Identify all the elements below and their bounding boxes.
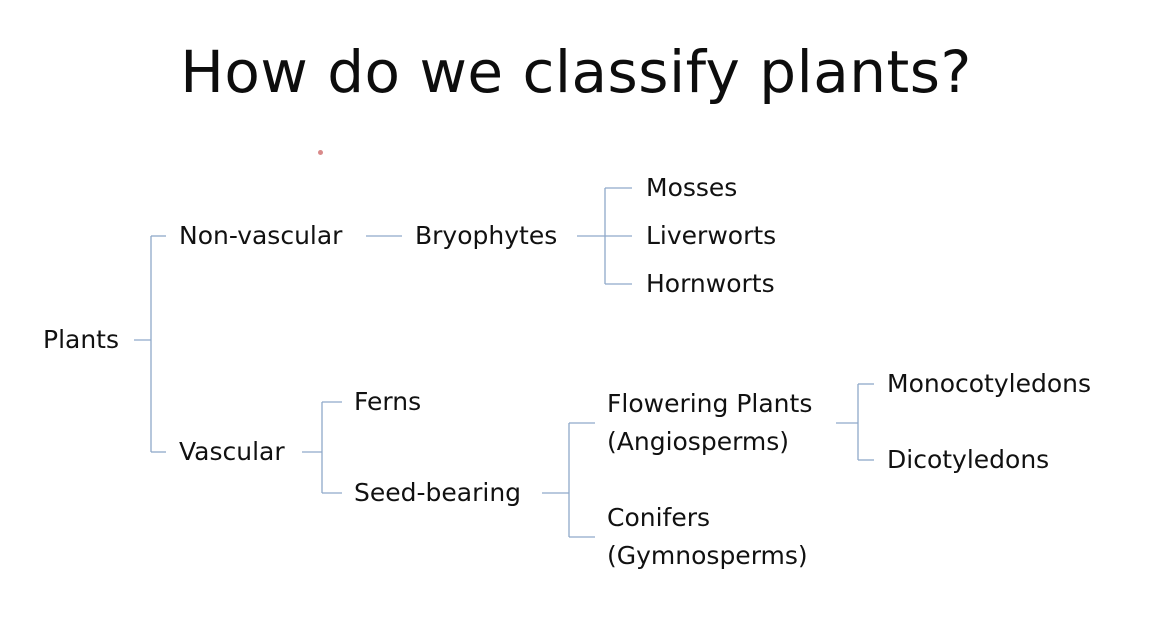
- cursor-dot: [318, 150, 323, 155]
- node-seed-bearing: Seed-bearing: [354, 478, 522, 507]
- node-ferns: Ferns: [354, 387, 422, 416]
- node-plants: Plants: [43, 325, 120, 354]
- gymnosperms-label: (Gymnosperms): [607, 541, 808, 570]
- node-conifers: Conifers (Gymnosperms): [607, 499, 808, 575]
- node-liverworts: Liverworts: [646, 221, 777, 250]
- node-bryophytes: Bryophytes: [415, 221, 558, 250]
- node-vascular: Vascular: [179, 437, 285, 466]
- page-title: How do we classify plants?: [180, 38, 972, 106]
- angiosperms-label: (Angiosperms): [607, 427, 790, 456]
- node-hornworts: Hornworts: [646, 269, 775, 298]
- node-mosses: Mosses: [646, 173, 738, 202]
- node-dicotyledons: Dicotyledons: [887, 445, 1050, 474]
- node-monocotyledons: Monocotyledons: [887, 369, 1092, 398]
- node-flowering-plants: Flowering Plants (Angiosperms): [607, 385, 812, 461]
- flowering-plants-label: Flowering Plants: [607, 389, 813, 418]
- node-non-vascular: Non-vascular: [179, 221, 343, 250]
- conifers-label: Conifers: [607, 503, 711, 532]
